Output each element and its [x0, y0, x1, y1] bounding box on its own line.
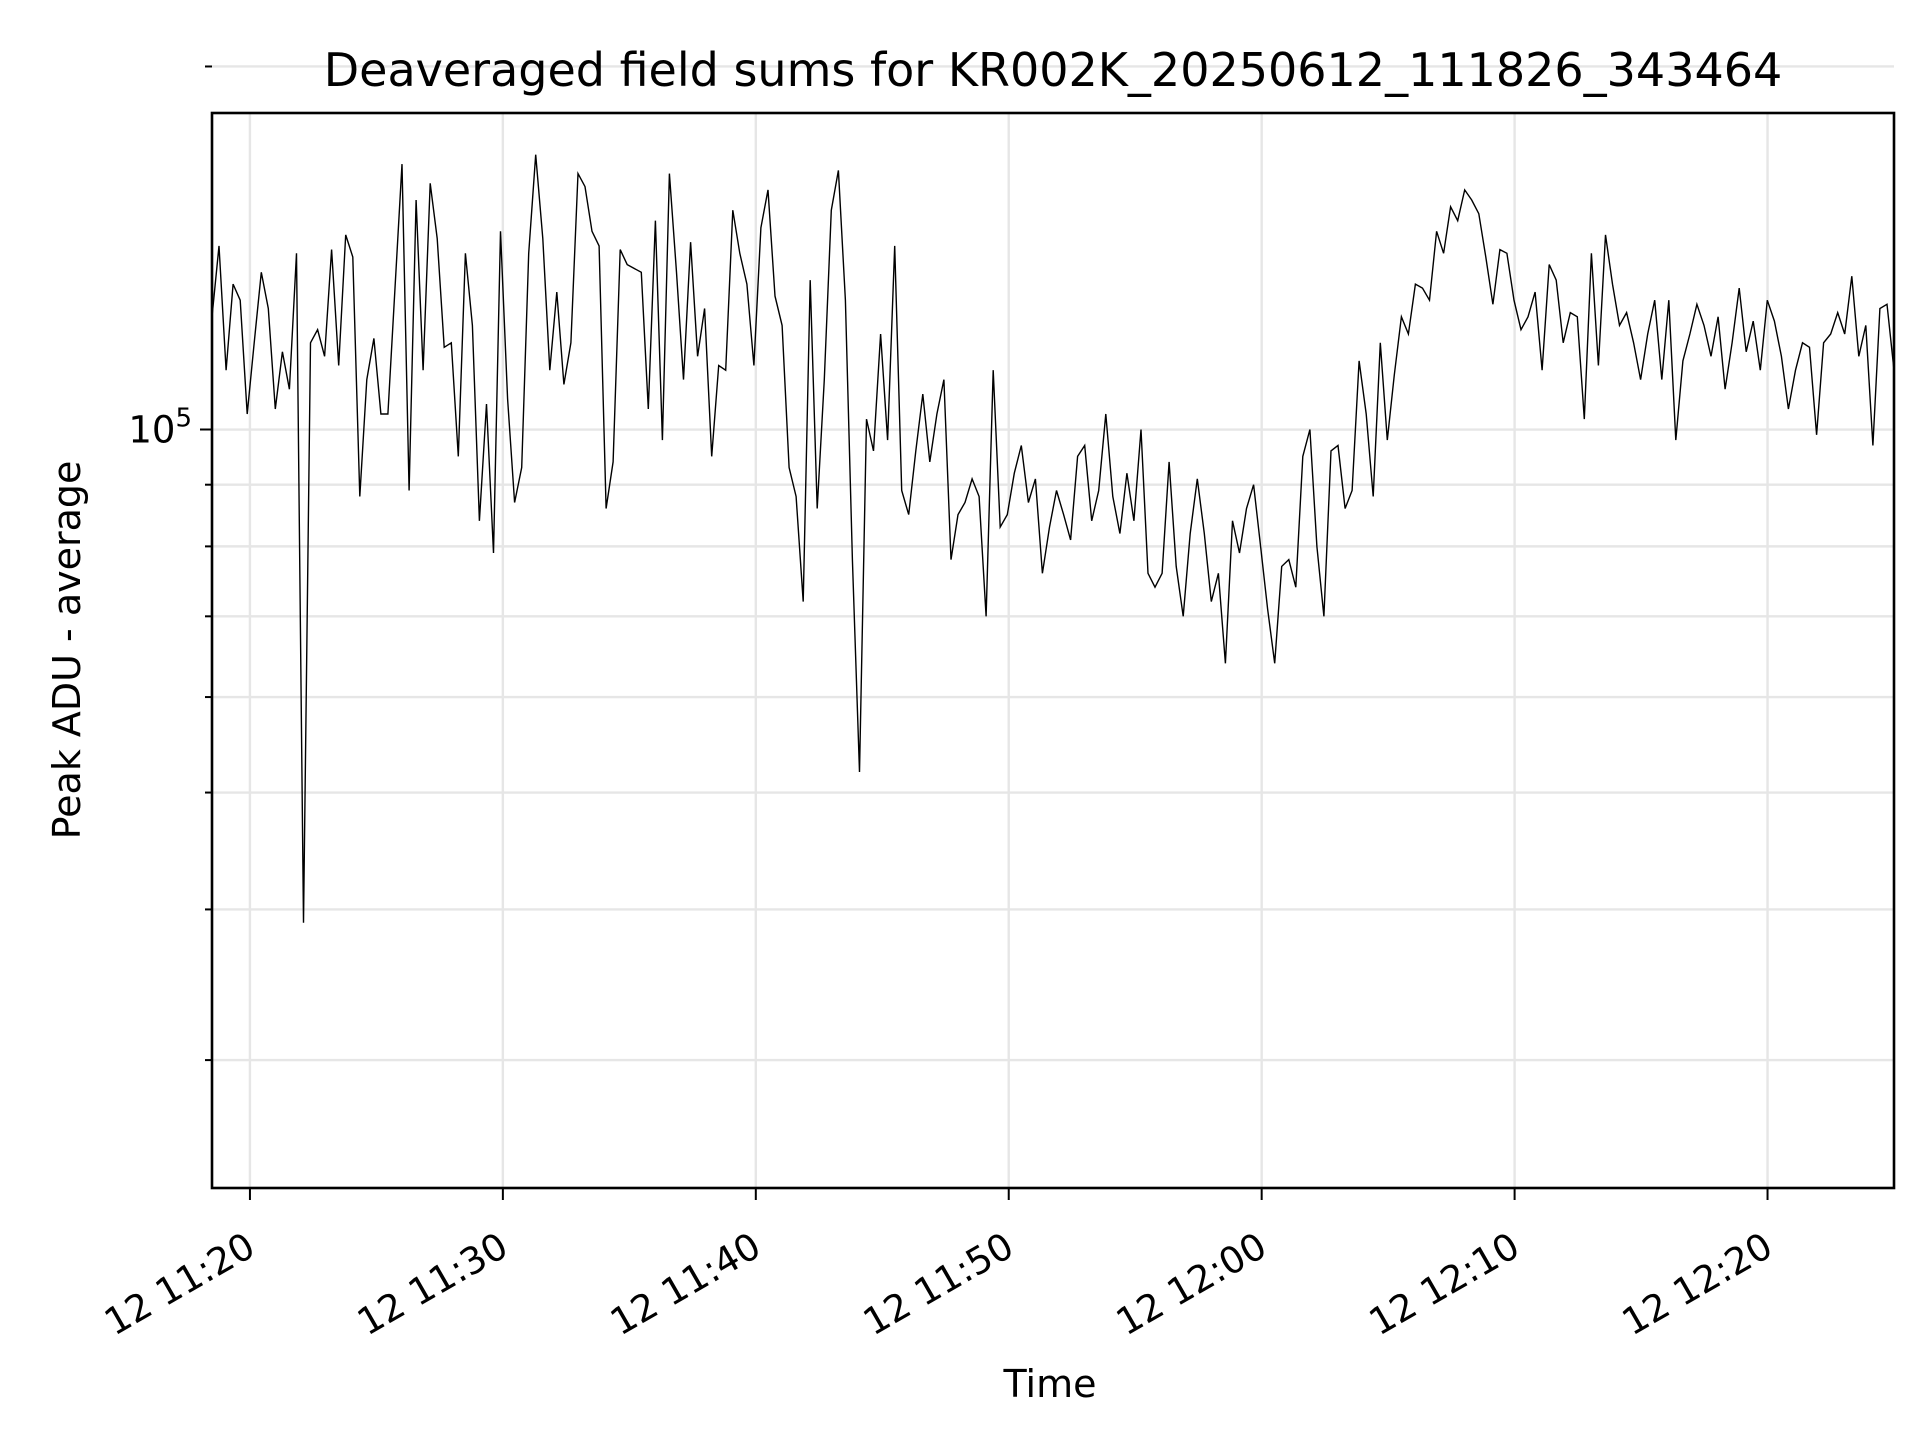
chart-title: Deaveraged field sums for KR002K_2025061… [324, 43, 1783, 97]
y-tick-label: 105 [128, 404, 192, 452]
x-axis-label: Time [1003, 1362, 1097, 1406]
grid [212, 65, 1894, 1188]
series-layer [211, 154, 1895, 923]
series-line [211, 154, 1895, 923]
plot-frame [210, 111, 1896, 1190]
y-axis-label: Peak ADU - average [45, 461, 89, 840]
